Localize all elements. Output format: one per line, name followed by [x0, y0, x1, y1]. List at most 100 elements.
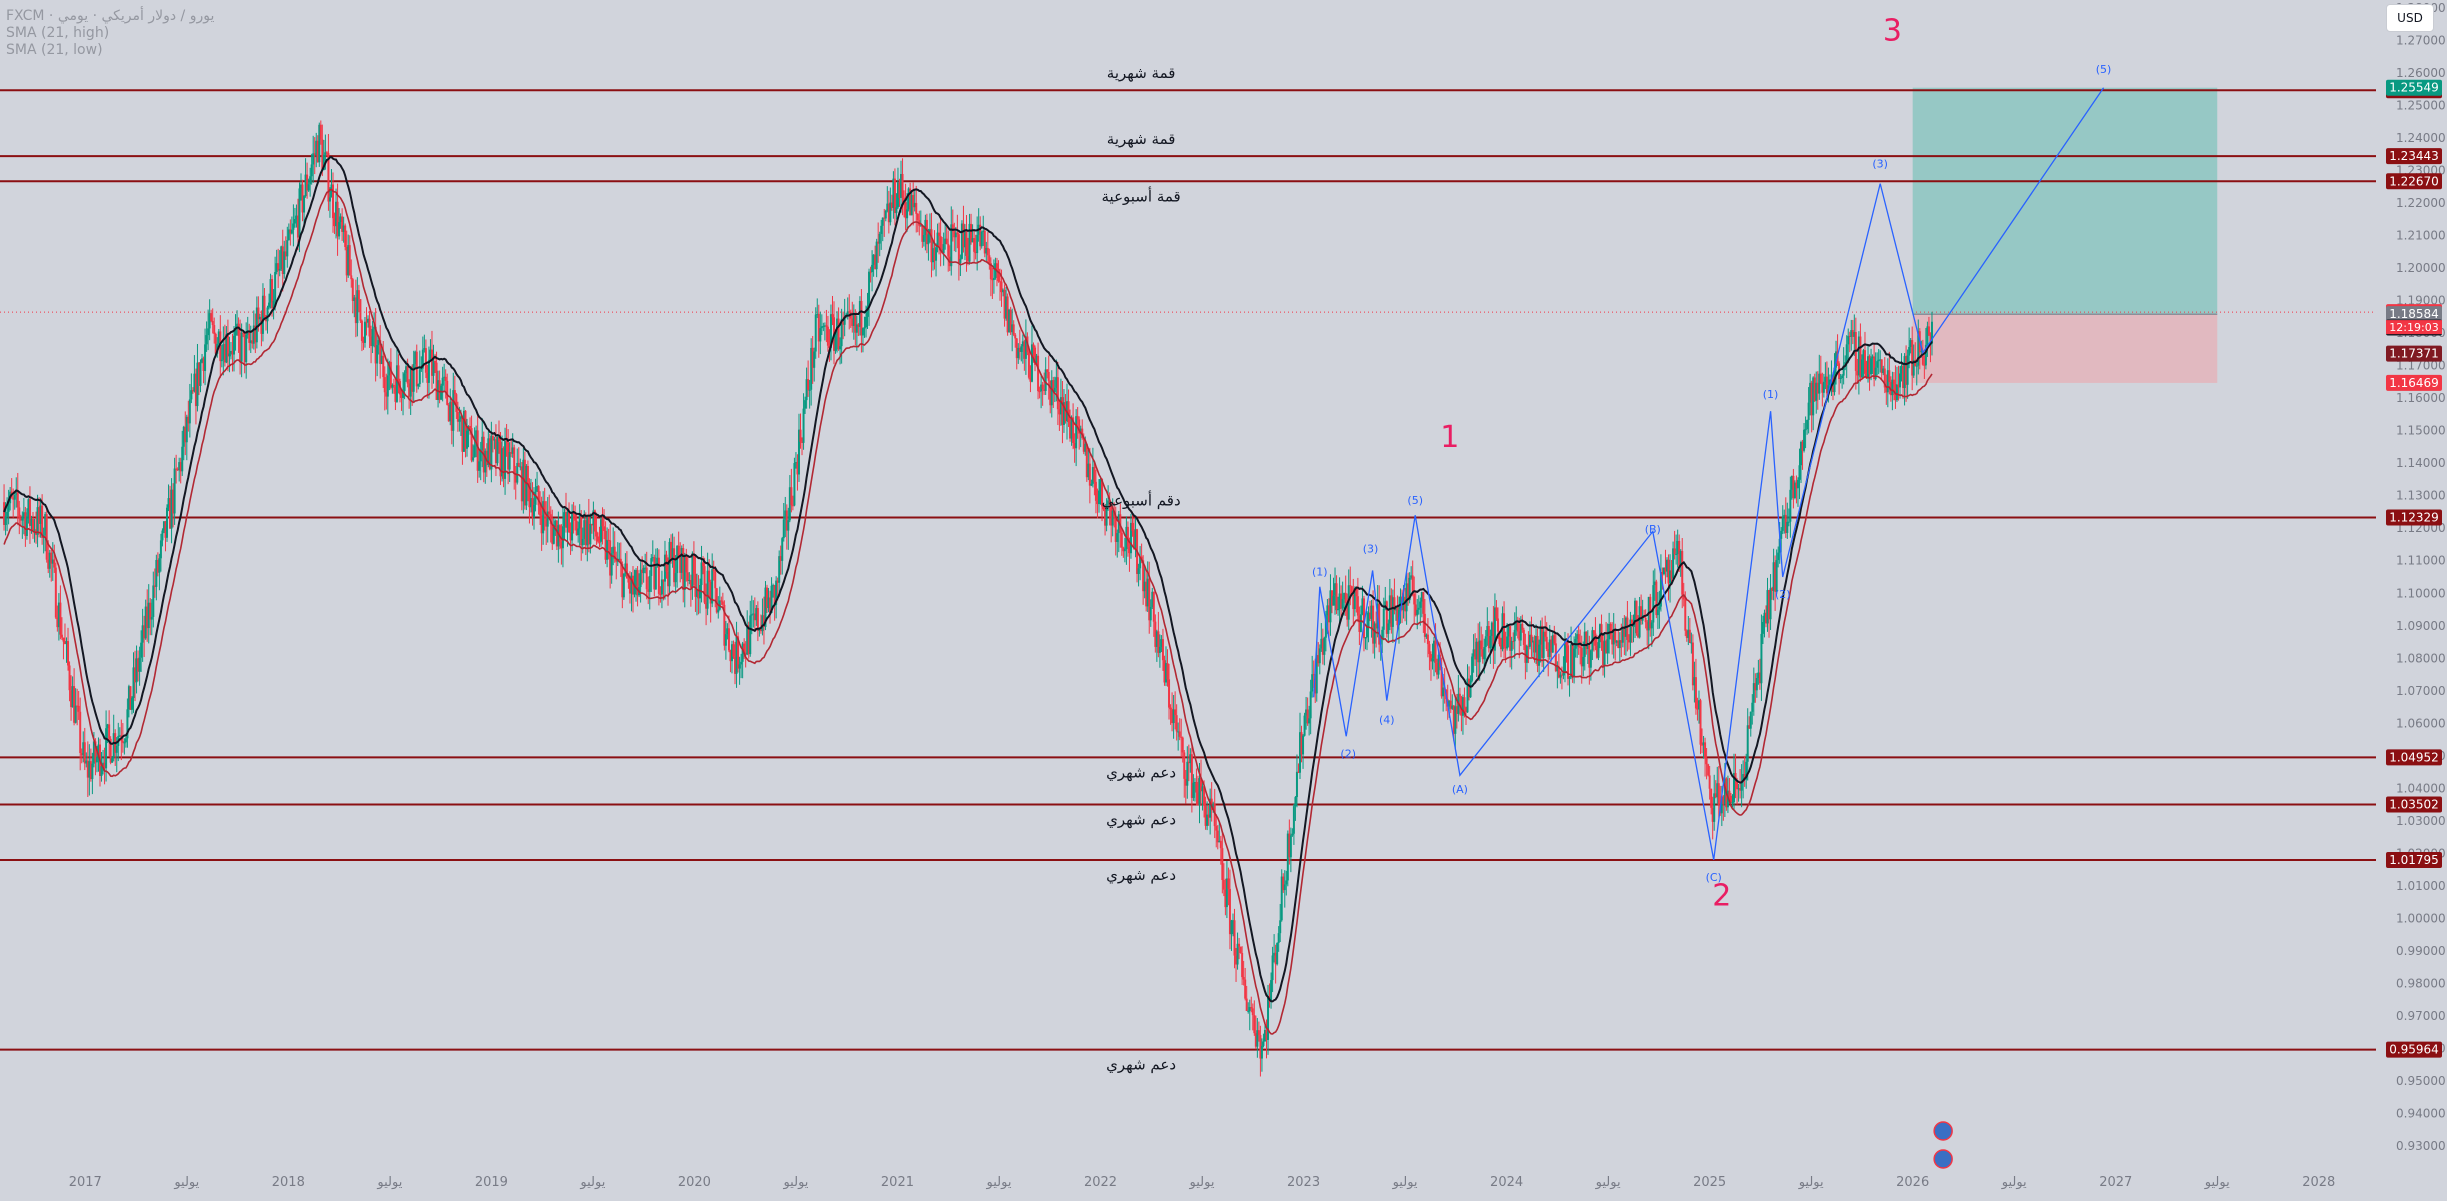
- candle-body: [896, 182, 899, 208]
- candle-body: [1215, 826, 1218, 831]
- price-tick: 1.04000: [2396, 781, 2446, 795]
- candle-body: [1196, 792, 1199, 805]
- indicator-sma-low[interactable]: SMA (21, low): [6, 42, 103, 58]
- candle-body: [152, 585, 155, 617]
- candle-body: [854, 314, 857, 333]
- candle-body: [999, 281, 1001, 283]
- candle-body: [60, 634, 63, 638]
- candle-body: [1516, 621, 1519, 632]
- currency-button[interactable]: USD: [2386, 4, 2434, 32]
- candle-body: [1806, 420, 1809, 430]
- candle-body: [1108, 500, 1111, 508]
- candle-body: [1139, 556, 1142, 569]
- candle-body: [219, 331, 222, 362]
- candle-body: [752, 613, 755, 615]
- candle-body: [365, 321, 368, 323]
- candle-body: [1116, 533, 1119, 542]
- candle-body: [715, 588, 718, 613]
- candle-body: [916, 213, 919, 221]
- candle-body: [464, 410, 467, 449]
- candle-body: [642, 567, 645, 574]
- candle-body: [842, 318, 845, 325]
- candle-body: [391, 384, 394, 388]
- candle-body: [1528, 634, 1531, 647]
- target-zone: [1912, 87, 2218, 315]
- candle-body: [1899, 373, 1901, 388]
- candle-body: [1921, 351, 1924, 365]
- candle-body: [1728, 790, 1731, 796]
- candle-body: [983, 230, 986, 254]
- candle-body: [1276, 943, 1279, 965]
- candle-body: [1239, 946, 1242, 953]
- candle-body: [656, 557, 659, 567]
- candle-body: [1469, 680, 1472, 698]
- candle-body: [1530, 634, 1533, 643]
- candle-body: [1914, 359, 1917, 367]
- candle-body: [1177, 731, 1180, 733]
- level-label: دعم شهري: [1106, 763, 1176, 782]
- candle-body: [21, 517, 24, 521]
- candle-body: [1824, 376, 1827, 382]
- candle-body: [1015, 338, 1018, 359]
- candle-body: [714, 571, 717, 589]
- candle-body: [766, 587, 769, 608]
- candle-body: [1755, 678, 1758, 691]
- candle-body: [360, 320, 363, 342]
- candle-body: [447, 404, 450, 422]
- candle-body: [1073, 443, 1076, 449]
- candle-body: [494, 439, 497, 464]
- candle-body: [1306, 709, 1309, 724]
- candle-body: [1567, 645, 1570, 679]
- candle-body: [1509, 625, 1512, 651]
- candle-body: [636, 570, 639, 596]
- candle-body: [840, 318, 843, 347]
- candle-body: [1531, 640, 1534, 643]
- candle-body: [452, 390, 455, 431]
- price-tick: 1.10000: [2396, 586, 2446, 600]
- candle-body: [338, 222, 341, 237]
- price-tick: 0.95000: [2396, 1074, 2446, 1088]
- candle-body: [1393, 597, 1396, 611]
- candle-body: [557, 525, 560, 547]
- candle-body: [240, 332, 243, 362]
- candle-body: [1332, 595, 1335, 606]
- candle-body: [435, 362, 438, 400]
- candle-body: [342, 225, 345, 232]
- candle-body: [1760, 633, 1763, 684]
- time-tick: يوليو: [173, 1175, 199, 1190]
- candle-body: [660, 579, 663, 595]
- candle-body: [1684, 599, 1687, 631]
- candle-body: [330, 184, 333, 198]
- candle-body: [900, 173, 903, 198]
- candle-body: [1364, 637, 1367, 639]
- price-tag-label: 1.17371: [2389, 347, 2439, 361]
- candle-body: [756, 608, 759, 631]
- candle-body: [1701, 744, 1704, 746]
- candle-body: [903, 197, 906, 203]
- candle-body: [300, 184, 303, 189]
- time-tick: يوليو: [579, 1175, 605, 1190]
- candle-body: [1483, 647, 1486, 660]
- candle-body: [1819, 373, 1822, 384]
- candle-body: [185, 416, 188, 443]
- candle-body: [1895, 384, 1898, 401]
- candle-body: [1880, 359, 1883, 374]
- candle-body: [1870, 358, 1873, 375]
- candle-body: [1265, 1029, 1268, 1040]
- candle-body: [584, 520, 587, 546]
- candle-body: [313, 153, 316, 155]
- indicator-sma-high[interactable]: SMA (21, high): [6, 25, 110, 41]
- candle-body: [788, 487, 791, 521]
- candle-body: [97, 744, 100, 758]
- candle-body: [1289, 835, 1292, 858]
- candle-body: [357, 290, 360, 300]
- candle-body: [1128, 546, 1131, 554]
- candle-body: [1533, 640, 1536, 653]
- countdown-label: 12:19:03: [2389, 321, 2438, 334]
- candle-body: [1778, 538, 1781, 553]
- candle-body: [156, 559, 159, 573]
- candle-body: [1288, 833, 1291, 858]
- candle-body: [144, 606, 147, 639]
